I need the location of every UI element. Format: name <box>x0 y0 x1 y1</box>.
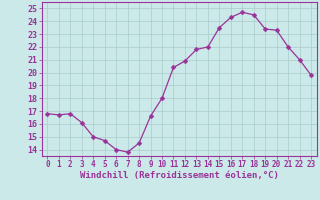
X-axis label: Windchill (Refroidissement éolien,°C): Windchill (Refroidissement éolien,°C) <box>80 171 279 180</box>
